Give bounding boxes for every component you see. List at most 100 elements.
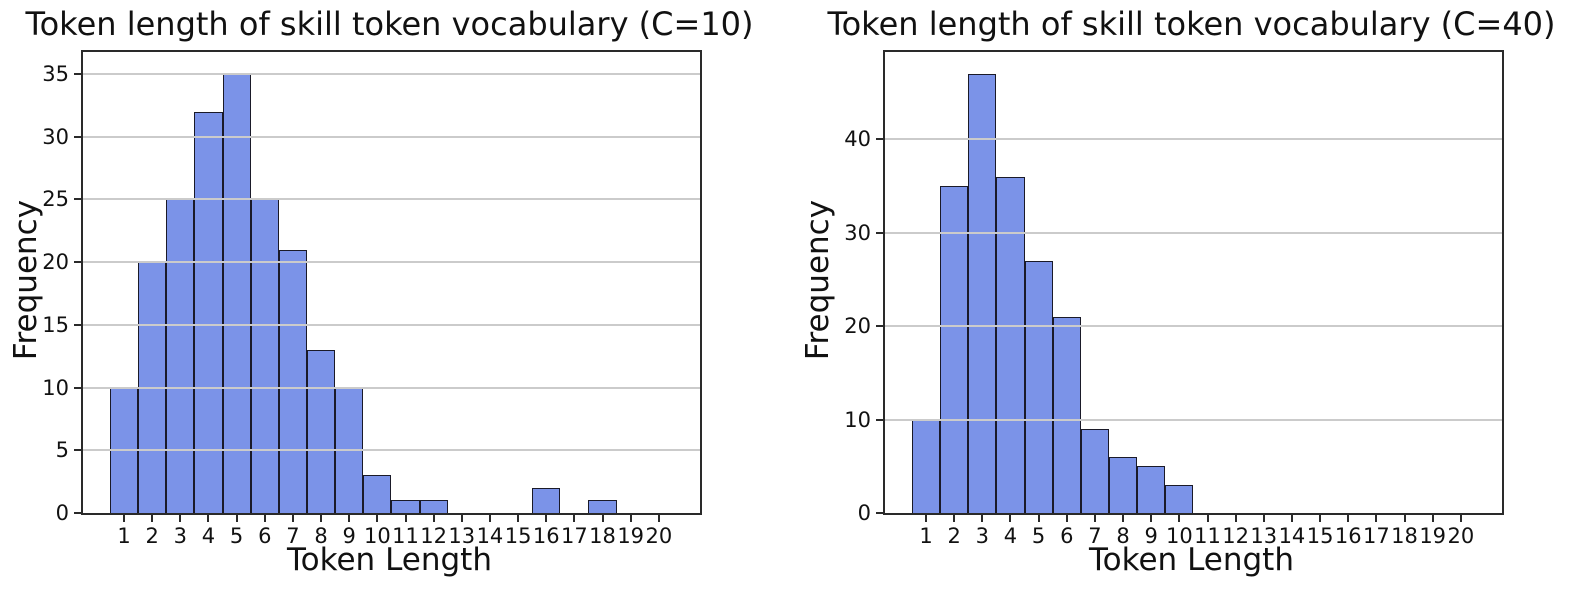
x-tick-mark-3 xyxy=(179,515,182,522)
y-tick-mark-25 xyxy=(74,198,81,201)
bar-x3 xyxy=(166,199,195,513)
x-tick-mark-5 xyxy=(1037,515,1040,522)
gridline-y30 xyxy=(83,135,700,138)
y-tick-mark-35 xyxy=(74,72,81,75)
x-tick-mark-19 xyxy=(629,515,632,522)
x-tick-label-17: 17 xyxy=(561,524,588,548)
y-tick-mark-10 xyxy=(74,386,81,389)
y-tick-mark-5 xyxy=(74,449,81,452)
chart-title-c40: Token length of skill token vocabulary (… xyxy=(827,5,1556,43)
x-tick-mark-10 xyxy=(1178,515,1181,522)
x-tick-mark-8 xyxy=(1122,515,1125,522)
bar-x5 xyxy=(222,73,251,513)
gridline-y20 xyxy=(83,261,700,264)
x-tick-label-1: 1 xyxy=(919,524,933,548)
x-tick-mark-7 xyxy=(291,515,294,522)
x-tick-mark-9 xyxy=(1150,515,1153,522)
gridline-y10 xyxy=(83,386,700,389)
x-tick-label-13: 13 xyxy=(1250,524,1278,548)
y-tick-label-20: 20 xyxy=(42,250,69,275)
x-tick-mark-15 xyxy=(517,515,520,522)
bar-x6 xyxy=(1052,316,1081,513)
y-tick-label-10: 10 xyxy=(844,407,871,432)
x-tick-label-18: 18 xyxy=(589,524,616,548)
x-tick-label-5: 5 xyxy=(229,524,244,548)
x-tick-mark-17 xyxy=(1375,515,1378,522)
x-tick-label-1: 1 xyxy=(117,524,131,548)
x-tick-label-15: 15 xyxy=(1306,524,1334,548)
x-tick-mark-13 xyxy=(460,515,463,522)
x-tick-label-7: 7 xyxy=(286,524,300,548)
bar-x11 xyxy=(391,500,420,513)
x-tick-label-13: 13 xyxy=(448,524,476,548)
y-tick-label-30: 30 xyxy=(42,124,69,149)
x-tick-mark-1 xyxy=(925,515,927,522)
x-tick-label-20: 20 xyxy=(645,524,673,548)
bar-x8 xyxy=(306,349,336,513)
gridline-y5 xyxy=(83,449,700,452)
x-tick-label-10: 10 xyxy=(363,524,391,548)
x-tick-label-14: 14 xyxy=(476,524,504,548)
y-tick-mark-30 xyxy=(876,231,883,234)
x-tick-mark-16 xyxy=(1347,515,1350,522)
x-tick-label-11: 11 xyxy=(1194,524,1221,548)
y-tick-label-10: 10 xyxy=(42,375,69,400)
x-tick-label-2: 2 xyxy=(145,524,159,548)
bar-x10 xyxy=(363,475,392,513)
x-tick-mark-6 xyxy=(263,515,266,522)
x-tick-label-17: 17 xyxy=(1363,524,1390,548)
x-tick-mark-16 xyxy=(545,515,548,522)
bar-x3 xyxy=(968,73,997,513)
x-tick-mark-20 xyxy=(657,515,660,522)
bar-x6 xyxy=(250,199,279,513)
y-tick-label-15: 15 xyxy=(42,312,69,337)
y-axis-label-c10: Frequency xyxy=(8,199,44,361)
x-tick-mark-9 xyxy=(348,515,351,522)
bar-x7 xyxy=(1080,428,1109,513)
x-tick-label-8: 8 xyxy=(1116,524,1130,548)
bar-x9 xyxy=(1137,466,1166,513)
x-tick-mark-12 xyxy=(1234,515,1237,522)
x-tick-mark-11 xyxy=(404,515,407,522)
y-tick-mark-30 xyxy=(74,135,81,138)
x-tick-mark-10 xyxy=(376,515,379,522)
x-tick-mark-6 xyxy=(1065,515,1068,522)
x-tick-mark-13 xyxy=(1262,515,1265,522)
x-tick-mark-14 xyxy=(488,515,491,522)
y-tick-mark-15 xyxy=(74,323,81,326)
x-tick-label-11: 11 xyxy=(392,524,419,548)
x-tick-label-20: 20 xyxy=(1447,524,1475,548)
x-tick-label-8: 8 xyxy=(314,524,328,548)
bar-x16 xyxy=(532,487,561,513)
plot-area-c40: 0 10 20 30 40 1 2 3 4 5 6 7 8 9 10 11 12 13 14 15 16 17 18 19 20 xyxy=(844,50,1504,548)
x-tick-label-12: 12 xyxy=(420,524,448,548)
x-tick-label-19: 19 xyxy=(1419,524,1447,548)
gridline-y30 xyxy=(885,231,1502,234)
gridline-y35 xyxy=(83,72,700,75)
bar-x18 xyxy=(588,500,617,513)
x-tick-mark-8 xyxy=(320,515,323,522)
bar-x7 xyxy=(278,249,307,513)
x-tick-mark-5 xyxy=(235,515,238,522)
y-tick-label-35: 35 xyxy=(42,61,69,86)
y-tick-mark-10 xyxy=(876,418,883,421)
y-tick-mark-20 xyxy=(876,325,883,328)
gridline-y25 xyxy=(83,198,700,201)
bar-x10 xyxy=(1165,484,1194,513)
x-tick-mark-20 xyxy=(1459,515,1462,522)
y-tick-label-5: 5 xyxy=(55,438,69,463)
y-tick-mark-20 xyxy=(74,261,81,264)
x-tick-label-15: 15 xyxy=(504,524,532,548)
x-tick-label-16: 16 xyxy=(1334,524,1362,548)
bar-x8 xyxy=(1108,456,1138,513)
x-tick-label-18: 18 xyxy=(1391,524,1418,548)
bar-x4 xyxy=(194,111,223,513)
bar-x12 xyxy=(419,500,448,513)
x-tick-label-3: 3 xyxy=(975,524,989,548)
x-tick-label-6: 6 xyxy=(258,524,272,548)
x-tick-mark-15 xyxy=(1319,515,1322,522)
gridline-y20 xyxy=(885,325,1502,328)
x-tick-mark-11 xyxy=(1206,515,1209,522)
y-tick-label-0: 0 xyxy=(857,501,871,525)
x-tick-label-14: 14 xyxy=(1278,524,1306,548)
